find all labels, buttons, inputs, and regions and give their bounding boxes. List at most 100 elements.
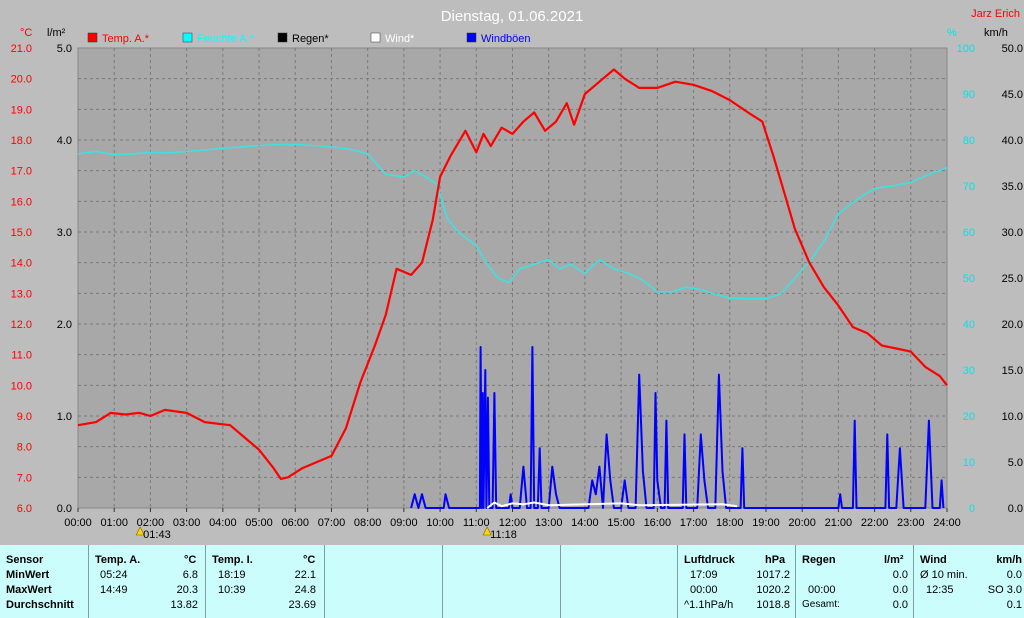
time-tick-label: 02:00 xyxy=(137,517,165,529)
time-tick-label: 18:00 xyxy=(716,517,744,529)
temp-i-header: Temp. I. xyxy=(212,554,253,566)
wind-header: Wind xyxy=(920,554,947,566)
sensor-header: Sensor xyxy=(6,554,44,566)
temp-tick-label: 20.0 xyxy=(11,74,32,86)
pressure-min: 1017.2 xyxy=(756,569,790,581)
wind-tick-label: 5.0 xyxy=(1008,457,1023,469)
temp-i-max-time: 10:39 xyxy=(218,584,246,596)
humidity-tick-label: 30 xyxy=(963,365,975,377)
rain-tick-label: 1.0 xyxy=(57,411,72,423)
stats-table: Sensor MinWert MaxWert Durchschnitt Temp… xyxy=(0,545,1024,618)
rain-max: 0.0 xyxy=(892,584,908,596)
temp-i-min-time: 18:19 xyxy=(218,569,246,581)
rain-tick-label: 3.0 xyxy=(57,227,72,239)
humidity-tick-label: 60 xyxy=(963,227,975,239)
temp-i-max: 24.8 xyxy=(294,584,316,596)
temp-tick-label: 19.0 xyxy=(11,104,32,116)
series-windb-en xyxy=(410,346,945,509)
humidity-tick-label: 90 xyxy=(963,89,975,101)
rain-tick-label: 2.0 xyxy=(57,319,72,331)
wind-tick-label: 15.0 xyxy=(1002,365,1023,377)
row-min-label: MinWert xyxy=(6,569,50,581)
time-tick-label: 13:00 xyxy=(535,517,563,529)
temp-tick-label: 7.0 xyxy=(17,472,32,484)
time-tick-label: 03:00 xyxy=(173,517,201,529)
temp-i-min: 22.1 xyxy=(294,569,316,581)
time-tick-label: 20:00 xyxy=(788,517,816,529)
time-tick-label: 01:00 xyxy=(100,517,128,529)
legend-label: Feuchte A.* xyxy=(197,33,255,45)
series-wind xyxy=(486,501,738,509)
temp-tick-label: 14.0 xyxy=(11,258,32,270)
wind-max: SO 3.0 xyxy=(987,584,1022,596)
legend-label: Temp. A.* xyxy=(102,33,150,45)
temp-tick-label: 8.0 xyxy=(17,442,32,454)
pressure-unit: hPa xyxy=(765,554,786,566)
temp-tick-label: 16.0 xyxy=(11,196,32,208)
humidity-tick-label: 80 xyxy=(963,135,975,147)
time-tick-label: 09:00 xyxy=(390,517,418,529)
chart-title: Dienstag, 01.06.2021 xyxy=(441,8,584,25)
wind-tick-label: 35.0 xyxy=(1002,181,1023,193)
time-tick-label: 12:00 xyxy=(499,517,527,529)
temp-a-avg: 13.82 xyxy=(170,599,198,611)
chart-svg: 21.0 20.0 19.0 18.0 17.0 16.0 15.0 14.0 13.0 12.0… xyxy=(11,8,1023,541)
humidity-tick-label: 20 xyxy=(963,411,975,423)
author-label: Jarz Erich xyxy=(971,8,1020,20)
legend-label: Regen* xyxy=(292,33,329,45)
humidity-tick-label: 50 xyxy=(963,273,975,285)
time-tick-label: 06:00 xyxy=(281,517,309,529)
time-tick-label: 08:00 xyxy=(354,517,382,529)
time-tick-label: 14:00 xyxy=(571,517,599,529)
time-tick-label: 10:00 xyxy=(426,517,454,529)
wind-mean: 0.1 xyxy=(1006,599,1022,611)
legend-swatch xyxy=(87,32,98,43)
humidity-tick-label: 40 xyxy=(963,319,975,331)
row-max-label: MaxWert xyxy=(6,584,52,596)
pressure-header: Luftdruck xyxy=(684,554,735,566)
temp-tick-label: 13.0 xyxy=(11,288,32,300)
pressure-min-time: 17:09 xyxy=(690,569,718,581)
weather-chart: 21.0 20.0 19.0 18.0 17.0 16.0 15.0 14.0 13.0 12.0… xyxy=(0,0,1024,545)
series-temp-a xyxy=(77,68,948,480)
wind-tick-label: 25.0 xyxy=(1002,273,1023,285)
legend-label: Wind* xyxy=(385,33,415,45)
humidity-tick-label: 70 xyxy=(963,181,975,193)
humidity-tick-label: 100 xyxy=(957,43,975,55)
temp-tick-label: 21.0 xyxy=(11,43,32,55)
rain-tick-label: 4.0 xyxy=(57,135,72,147)
time-tick-label: 04:00 xyxy=(209,517,237,529)
legend-swatch xyxy=(277,32,288,43)
legend-swatch xyxy=(370,32,381,43)
humidity-tick-label: 0 xyxy=(969,503,975,515)
temp-tick-label: 9.0 xyxy=(17,411,32,423)
temp-tick-label: 10.0 xyxy=(11,380,32,392)
rain-total-label: Gesamt: xyxy=(802,599,840,610)
wind-tick-label: 20.0 xyxy=(1002,319,1023,331)
series-feuchte-a xyxy=(77,143,948,300)
rain-unit: l/m² xyxy=(47,27,66,39)
time-tick-label: 17:00 xyxy=(680,517,708,529)
legend-label: Windböen xyxy=(481,33,531,45)
time-tick-label: 11:00 xyxy=(463,517,490,529)
rain-max-time: 00:00 xyxy=(808,584,836,596)
pressure-max: 1020.2 xyxy=(756,584,790,596)
sunrise-label: 01:43 xyxy=(143,529,171,541)
sunset-label: 11:18 xyxy=(490,529,517,541)
temp-unit: °C xyxy=(20,27,32,39)
rain-unit: l/m² xyxy=(884,554,904,566)
time-tick-label: 16:00 xyxy=(644,517,672,529)
temp-a-unit: °C xyxy=(184,554,197,566)
time-tick-label: 21:00 xyxy=(825,517,853,529)
humidity-unit: % xyxy=(947,27,957,39)
sunset-icon xyxy=(482,526,492,536)
sunrise-icon xyxy=(135,526,145,536)
temp-tick-label: 12.0 xyxy=(11,319,32,331)
temp-a-min-time: 05:24 xyxy=(100,569,128,581)
temp-tick-label: 17.0 xyxy=(11,166,32,178)
temp-i-unit: °C xyxy=(303,554,316,566)
pressure-avg: 1018.8 xyxy=(756,599,790,611)
wind-avg-label: Ø 10 min. xyxy=(920,569,968,581)
rain-min: 0.0 xyxy=(892,569,908,581)
wind-max-time: 12:35 xyxy=(926,584,954,596)
